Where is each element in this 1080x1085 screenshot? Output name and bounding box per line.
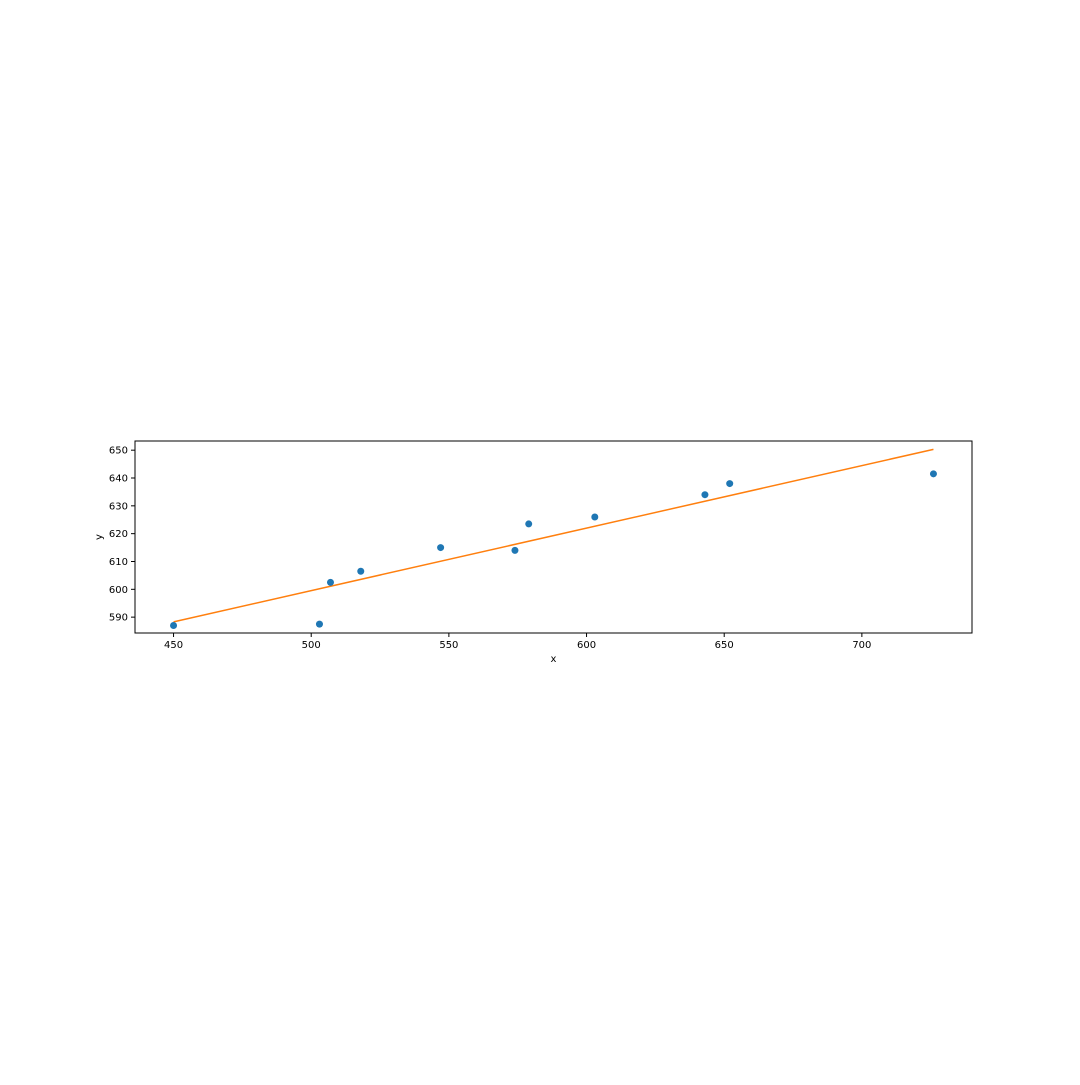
plot-frame bbox=[134, 440, 973, 634]
scatter-point bbox=[701, 491, 709, 499]
y-tick-label: 650 bbox=[109, 446, 128, 457]
scatter-point bbox=[170, 621, 178, 629]
y-tick-label: 630 bbox=[109, 501, 128, 512]
y-tick-label: 640 bbox=[109, 474, 128, 485]
y-tick-label: 590 bbox=[109, 613, 128, 624]
x-axis-label: x bbox=[551, 654, 557, 665]
x-tick-label: 600 bbox=[577, 640, 596, 651]
y-tick-label: 610 bbox=[109, 557, 128, 568]
y-tick-label: 620 bbox=[109, 529, 128, 540]
scatter-point bbox=[726, 480, 734, 488]
fit-line bbox=[173, 448, 934, 623]
x-tick-label: 700 bbox=[852, 640, 871, 651]
x-tick-label: 500 bbox=[302, 640, 321, 651]
y-tick-label: 600 bbox=[109, 585, 128, 596]
scatter-point bbox=[357, 567, 365, 575]
scatter-point bbox=[437, 544, 445, 552]
x-tick-label: 450 bbox=[164, 640, 183, 651]
scatter-point bbox=[511, 546, 519, 554]
scatter-point bbox=[326, 578, 334, 586]
x-tick-label: 550 bbox=[439, 640, 458, 651]
scatter-point bbox=[315, 620, 323, 628]
scatter-point bbox=[591, 513, 599, 521]
scatter-point bbox=[525, 520, 533, 528]
x-axis-ticks: 450 500 550 600 650 700 bbox=[164, 633, 871, 651]
scatter-point bbox=[929, 470, 937, 478]
y-axis-ticks: 590 600 610 620 630 640 650 bbox=[109, 446, 135, 624]
y-axis-label: y bbox=[94, 534, 105, 540]
x-tick-label: 650 bbox=[715, 640, 734, 651]
series-layer bbox=[170, 448, 937, 629]
